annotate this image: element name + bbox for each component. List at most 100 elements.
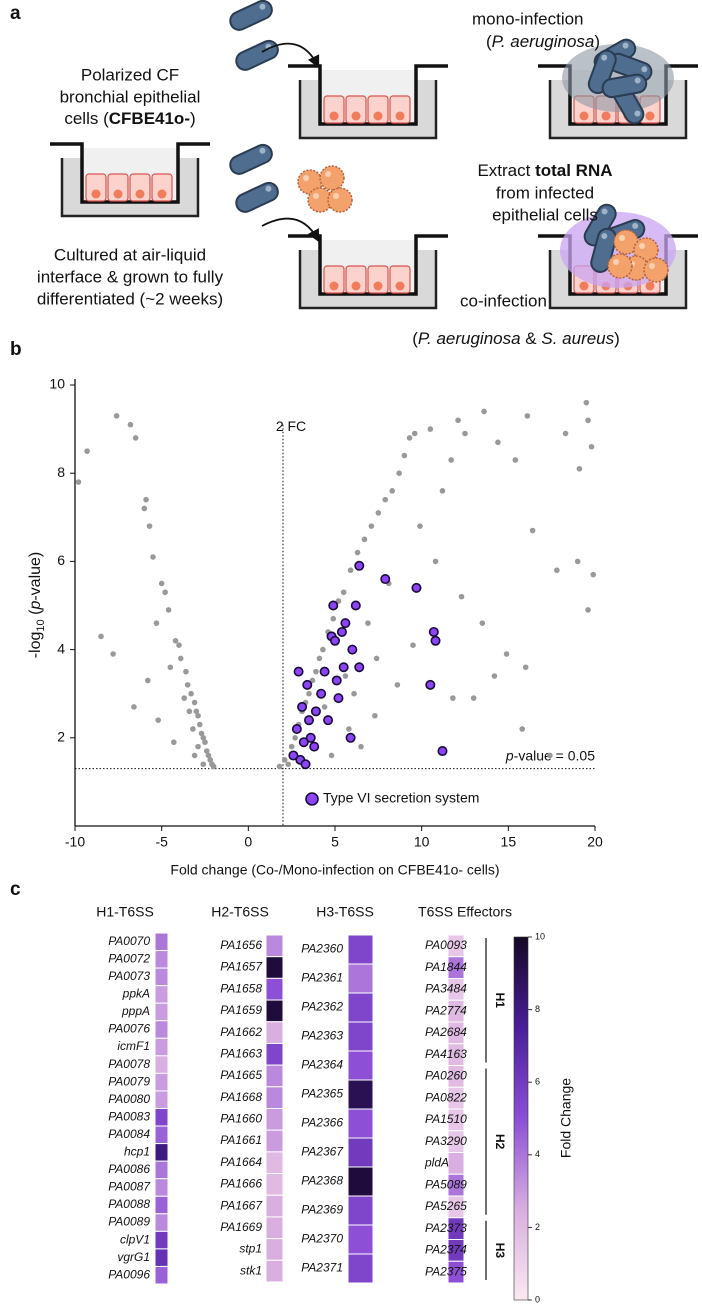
point xyxy=(176,642,182,648)
point xyxy=(336,626,347,637)
group-label: H3 xyxy=(493,1243,507,1259)
point xyxy=(198,730,205,737)
text: co-infection xyxy=(460,291,547,310)
row-label: stk1 xyxy=(240,1263,262,1277)
point xyxy=(361,536,368,543)
point xyxy=(427,426,434,432)
row-label: PA2371 xyxy=(301,1261,343,1275)
point xyxy=(188,690,194,697)
heatmap-cell xyxy=(347,1137,374,1168)
transwell-icon xyxy=(286,64,450,140)
point xyxy=(316,688,327,699)
heatmap-cell xyxy=(265,1086,284,1109)
point xyxy=(171,739,177,746)
point xyxy=(303,715,314,726)
row-label: PA2367 xyxy=(301,1145,344,1159)
x-tick-label: 10 xyxy=(414,834,430,850)
point xyxy=(411,582,422,593)
point xyxy=(320,646,326,653)
point xyxy=(585,607,591,613)
heatmap-cell xyxy=(347,1021,374,1052)
point xyxy=(330,615,337,622)
point xyxy=(373,655,380,662)
point xyxy=(481,408,487,415)
arrow xyxy=(261,217,320,243)
heatmap-cell xyxy=(154,1037,169,1057)
heatmap-cell xyxy=(154,1055,169,1074)
row-label: PA0079 xyxy=(108,1074,150,1088)
point xyxy=(143,496,149,503)
row-label: PA0070 xyxy=(108,934,150,948)
heatmap-cell xyxy=(265,977,284,1001)
heatmap-cell xyxy=(265,1108,284,1131)
heatmap-cell xyxy=(265,934,284,958)
heatmap-cell xyxy=(265,1129,284,1153)
row-label: PA0084 xyxy=(108,1127,150,1141)
heatmap-cell xyxy=(347,1166,374,1197)
point xyxy=(354,560,365,571)
text: epithelial cells xyxy=(492,205,598,224)
point xyxy=(302,679,313,690)
heatmap-cell xyxy=(265,956,284,979)
heatmap-cell xyxy=(154,1160,169,1180)
heatmap-cell xyxy=(154,1178,169,1197)
point xyxy=(186,708,193,715)
point xyxy=(439,488,446,494)
heatmap-cell xyxy=(347,1050,374,1081)
point xyxy=(389,488,396,494)
x-tick-label: 20 xyxy=(587,834,603,850)
row-label: hcp1 xyxy=(124,1145,150,1159)
point xyxy=(181,695,187,701)
heatmap-cell xyxy=(265,1194,284,1218)
heatmap-cell xyxy=(154,1248,169,1267)
row-label: PA1661 xyxy=(220,1133,262,1147)
y-axis-label: -log10 (p-value) xyxy=(27,552,47,659)
point xyxy=(417,523,423,529)
row-label: PA0076 xyxy=(108,1022,150,1036)
point xyxy=(350,600,361,611)
heatmap-cell xyxy=(347,934,374,965)
point xyxy=(588,443,595,450)
point xyxy=(576,465,583,472)
text: cells (CFBE41o-) xyxy=(64,109,195,128)
point xyxy=(297,701,308,712)
text: (P. aeruginosa & S. aureus) xyxy=(412,329,620,348)
row-label: PA5089 xyxy=(425,1177,467,1191)
row-label: pppA xyxy=(121,1004,150,1018)
point xyxy=(583,399,590,406)
point xyxy=(150,554,156,560)
row-label: PA4163 xyxy=(425,1047,467,1061)
heatmap-cell xyxy=(265,1216,284,1240)
panel-label: b xyxy=(10,339,22,360)
heatmap-cell xyxy=(447,1260,465,1284)
point xyxy=(396,470,402,477)
heatmap-cell xyxy=(447,1152,465,1175)
point xyxy=(98,633,104,640)
point xyxy=(479,620,486,626)
point xyxy=(375,510,382,516)
point xyxy=(491,673,498,679)
transwell-icon xyxy=(48,142,212,218)
row-label: PA0072 xyxy=(108,951,150,965)
row-label: PA2365 xyxy=(301,1087,343,1101)
point xyxy=(328,752,335,759)
row-label: PA0073 xyxy=(108,969,150,983)
point xyxy=(288,750,299,761)
row-label: PA0083 xyxy=(108,1109,150,1123)
legend-label: Type VI secretion system xyxy=(323,790,479,806)
point xyxy=(347,567,354,574)
heatmap-cell xyxy=(154,1072,169,1092)
heatmap-cell xyxy=(154,1213,169,1232)
text: differentiated (~2 weeks) xyxy=(37,289,223,308)
heatmap-cell xyxy=(265,1042,284,1066)
point xyxy=(193,708,200,715)
point xyxy=(195,743,201,750)
row-label: icmF1 xyxy=(117,1039,150,1053)
point xyxy=(342,673,349,679)
text: Cultured at air-liquid xyxy=(54,245,206,264)
text: mono-infection xyxy=(472,9,584,28)
colorbar xyxy=(513,936,529,1301)
point xyxy=(382,496,389,503)
point xyxy=(495,439,501,446)
heatmap-cell xyxy=(154,1002,169,1022)
